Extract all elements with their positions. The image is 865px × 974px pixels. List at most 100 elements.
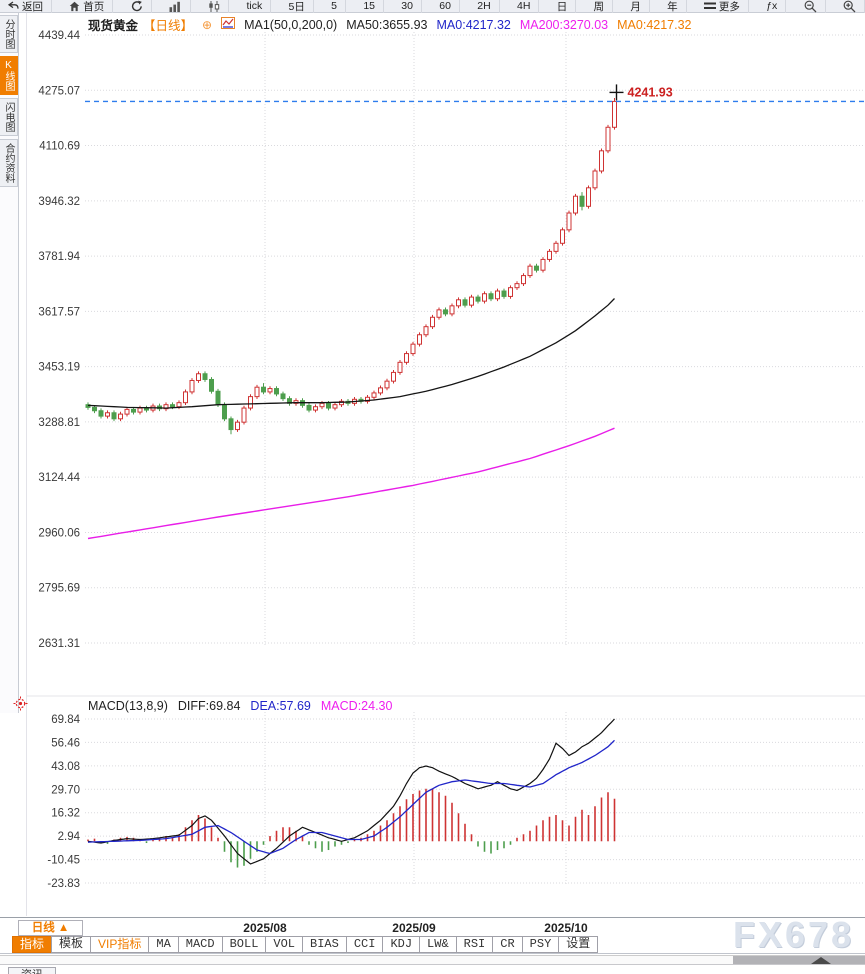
indicator-tab[interactable]: 设置 — [558, 936, 599, 953]
toolbar-button-candlestick[interactable] — [200, 0, 230, 13]
scrollbar-thumb[interactable] — [733, 956, 865, 964]
bottom-status-bar: 资讯 — [0, 964, 865, 974]
macd-header: MACD(13,8,9) DIFF:69.84 DEA:57.69 MACD:2… — [88, 699, 392, 713]
indicator-tab[interactable]: RSI — [455, 936, 494, 953]
svg-text:43.08: 43.08 — [51, 761, 80, 773]
indicator-tab[interactable]: MACD — [177, 936, 223, 953]
sidebar-item[interactable]: 闪电图 — [0, 98, 18, 136]
svg-text:2960.06: 2960.06 — [38, 527, 80, 539]
svg-text:3946.32: 3946.32 — [38, 196, 80, 208]
add-compare-icon[interactable]: ⊕ — [202, 17, 213, 32]
toolbar-button-5[interactable]: 5 — [323, 0, 347, 13]
x-axis-month-label: 2025/10 — [544, 921, 588, 935]
svg-text:3453.19: 3453.19 — [38, 362, 80, 374]
bar-chart-icon — [169, 1, 182, 12]
macd-value: MACD:24.30 — [320, 699, 393, 713]
svg-text:2631.31: 2631.31 — [38, 638, 80, 650]
indicator-tab[interactable]: CCI — [345, 936, 384, 953]
ma0-blue-value: MA0:4217.32 — [436, 17, 511, 32]
svg-text:3288.81: 3288.81 — [38, 417, 80, 429]
price-macd-chart[interactable]: 4439.44 4275.07 4110.69 3946.32 3781.94 3617.… — [0, 0, 865, 915]
sidebar-item[interactable]: 合约资料 — [0, 139, 18, 187]
tab-underline — [0, 953, 865, 954]
toolbar-button-月[interactable]: 月 — [622, 0, 650, 13]
toolbar-button-zoom-in[interactable] — [835, 0, 865, 13]
news-tab[interactable]: 资讯 — [8, 967, 56, 974]
svg-text:2.94: 2.94 — [58, 831, 81, 843]
toolbar-button-5日[interactable]: 5日 — [281, 0, 314, 13]
indicator-tab[interactable]: VOL — [265, 936, 304, 953]
toolbar-button-zoom-out[interactable] — [796, 0, 826, 13]
home-icon — [69, 1, 80, 12]
toolbar-button-4H[interactable]: 4H — [509, 0, 540, 13]
indicator-tab-bar: 指标 模板 VIP指标 MA MACD BOLL VOL BIAS CCI KDJ LW& RSI CR… — [12, 936, 599, 954]
period-selector[interactable]: 日线 ▲ — [18, 920, 83, 936]
indicator-tab[interactable]: VIP指标 — [90, 936, 150, 953]
top-toolbar: 返回 首页 tick 5日 5 15 30 60 2H 4H 日周月年更多 ƒx — [0, 0, 865, 13]
sidebar-item[interactable]: 分时图 — [0, 15, 18, 53]
toolbar-button-tick[interactable]: tick — [238, 0, 272, 13]
brand-watermark: FX678 — [733, 914, 855, 955]
chart-type-sidebar: 分时图 K线图闪电图合约资料 — [0, 13, 19, 713]
toolbar-button-30[interactable]: 30 — [393, 0, 422, 13]
svg-text:2795.69: 2795.69 — [38, 583, 80, 595]
svg-text:16.32: 16.32 — [51, 808, 80, 820]
ma50-value: MA50:3655.93 — [346, 17, 428, 32]
toolbar-button-home[interactable]: 首页 — [61, 0, 114, 13]
svg-text:29.70: 29.70 — [51, 784, 80, 796]
indicator-tab[interactable]: BIAS — [302, 936, 347, 953]
toolbar-button-bar-chart[interactable] — [161, 0, 191, 13]
indicator-tab[interactable]: CR — [492, 936, 523, 953]
toolbar-button-more[interactable]: 更多 — [696, 0, 749, 13]
svg-text:-23.83: -23.83 — [47, 878, 80, 890]
toolbar-button-周[interactable]: 周 — [586, 0, 614, 13]
x-axis-month-label: 2025/09 — [392, 921, 436, 935]
svg-text:3617.57: 3617.57 — [38, 306, 80, 318]
indicator-tab[interactable]: MA — [148, 936, 179, 953]
svg-text:69.84: 69.84 — [51, 714, 80, 726]
zoom-in-icon — [843, 0, 856, 13]
svg-text:4275.07: 4275.07 — [38, 85, 80, 97]
horizontal-scrollbar[interactable] — [0, 955, 865, 964]
toolbar-button-ƒx[interactable]: ƒx — [758, 0, 787, 13]
candlestick-icon — [208, 0, 220, 12]
scrollbar-collapse-arrow-icon[interactable] — [811, 957, 831, 964]
indicator-tab[interactable]: LW& — [419, 936, 457, 953]
crosshair-tool-icon[interactable] — [13, 696, 28, 716]
toolbar-button-日[interactable]: 日 — [549, 0, 577, 13]
indicator-tab[interactable]: 模板 — [51, 936, 92, 953]
refresh-icon — [131, 0, 143, 12]
svg-text:4110.69: 4110.69 — [39, 141, 80, 153]
svg-text:3124.44: 3124.44 — [38, 472, 80, 484]
sidebar-item[interactable]: K线图 — [0, 56, 18, 95]
macd-settings: MACD(13,8,9) — [88, 699, 168, 713]
chart-header: 现货黄金 【日线】 ⊕ MA1(50,0,200,0) MA50:3655.93… — [88, 17, 692, 33]
svg-text:56.46: 56.46 — [51, 737, 80, 749]
svg-text:3781.94: 3781.94 — [38, 251, 80, 263]
more-icon — [703, 2, 716, 10]
indicator-tab[interactable]: KDJ — [382, 936, 421, 953]
toolbar-button-60[interactable]: 60 — [431, 0, 460, 13]
back-icon — [8, 1, 19, 11]
indicator-tab[interactable]: BOLL — [221, 936, 267, 953]
x-axis-row: 日线 ▲ 2025/08 2025/09 2025/10 — [0, 917, 865, 936]
svg-text:-10.45: -10.45 — [47, 855, 80, 867]
period-label[interactable]: 【日线】 — [143, 19, 194, 33]
symbol-name: 现货黄金 — [88, 19, 139, 33]
svg-text:4241.93: 4241.93 — [628, 85, 673, 99]
indicator-icon[interactable] — [221, 17, 236, 32]
ma-settings: MA1(50,0,200,0) — [244, 17, 338, 32]
toolbar-button-back[interactable]: 返回 — [0, 0, 52, 13]
indicator-tab[interactable]: PSY — [521, 936, 560, 953]
toolbar-button-年[interactable]: 年 — [659, 0, 687, 13]
svg-text:4439.44: 4439.44 — [38, 30, 80, 42]
axis-divider — [26, 13, 27, 916]
toolbar-button-2H[interactable]: 2H — [469, 0, 500, 13]
ma200-value: MA200:3270.03 — [519, 17, 609, 32]
diff-value: DIFF:69.84 — [177, 699, 241, 713]
ma0-orange-value: MA0:4217.32 — [617, 17, 692, 32]
toolbar-button-15[interactable]: 15 — [355, 0, 384, 13]
indicator-tab[interactable]: 指标 — [12, 936, 53, 953]
toolbar-button-refresh[interactable] — [123, 0, 152, 13]
